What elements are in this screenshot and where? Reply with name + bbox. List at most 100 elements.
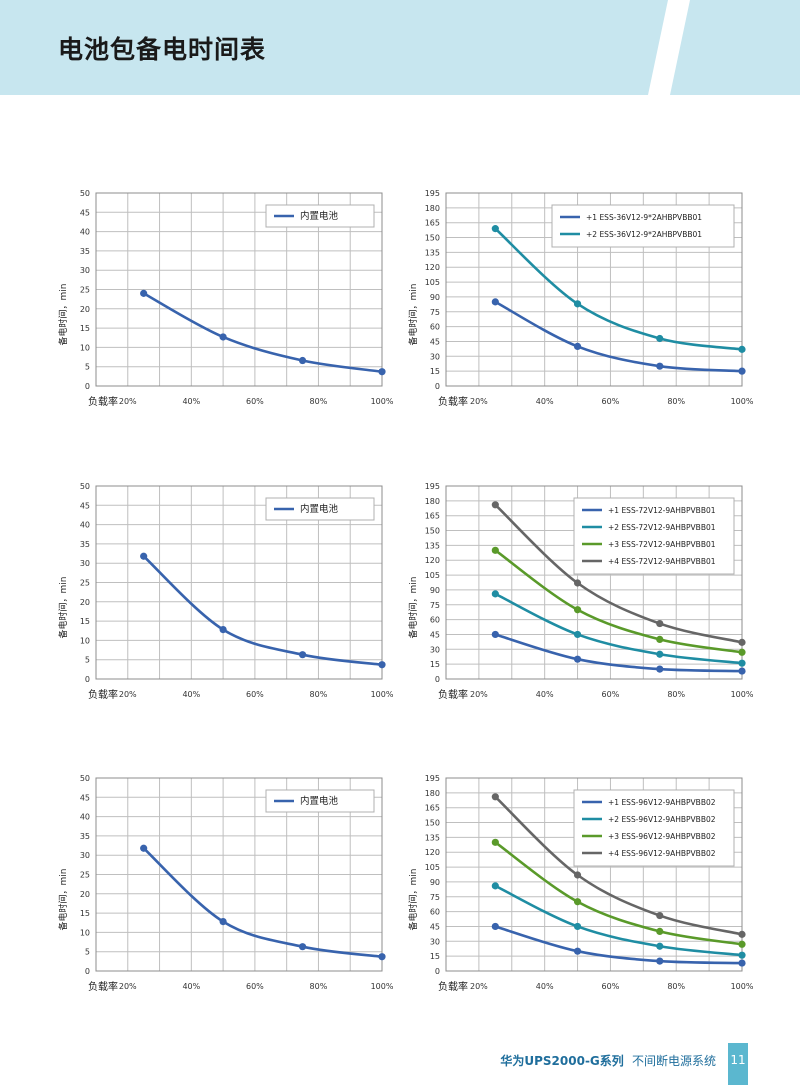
x-tick-label: 20% bbox=[470, 397, 488, 406]
data-point bbox=[656, 665, 664, 673]
y-tick-label: 0 bbox=[85, 382, 90, 391]
y-tick-label: 30 bbox=[430, 645, 440, 654]
y-tick-label: 75 bbox=[430, 601, 440, 610]
x-tick-label: 40% bbox=[182, 397, 200, 406]
x-tick-label: 100% bbox=[731, 397, 754, 406]
series-line bbox=[494, 503, 743, 644]
x-tick-label: 80% bbox=[667, 397, 685, 406]
plot-frame bbox=[95, 192, 383, 387]
y-tick-label: 45 bbox=[80, 501, 90, 510]
legend-label: 内置电池 bbox=[300, 503, 339, 515]
footer-subtitle: 不间断电源系统 bbox=[631, 1054, 716, 1068]
data-point bbox=[656, 635, 664, 644]
y-tick-label: 25 bbox=[80, 871, 90, 880]
series-line bbox=[494, 795, 743, 936]
series-line bbox=[142, 847, 383, 959]
y-tick-label: 15 bbox=[430, 367, 440, 376]
y-tick-label: 150 bbox=[425, 234, 440, 243]
y-tick-label: 10 bbox=[80, 343, 90, 352]
y-tick-label: 195 bbox=[425, 189, 440, 198]
data-point bbox=[491, 225, 499, 233]
series-line bbox=[494, 549, 743, 654]
data-point bbox=[656, 650, 664, 658]
y-tick-label: 35 bbox=[80, 832, 90, 841]
footer-brand-name: 华为UPS2000-G系列 bbox=[500, 1054, 624, 1068]
legend-box bbox=[265, 204, 375, 228]
x-axis-label: 负载率 bbox=[438, 395, 468, 408]
data-point bbox=[656, 362, 664, 370]
x-tick-label: 40% bbox=[182, 690, 200, 699]
y-tick-label: 35 bbox=[80, 540, 90, 549]
data-point bbox=[491, 298, 499, 306]
y-tick-label: 0 bbox=[435, 967, 440, 976]
plot-frame bbox=[445, 777, 743, 972]
data-point bbox=[219, 333, 227, 341]
chart-1: 0 15 30 45 60 75 90 105 120 135 150 165 180 195 20% 40%… bbox=[407, 189, 754, 408]
y-tick-label: 90 bbox=[430, 878, 440, 887]
y-tick-label: 15 bbox=[80, 324, 90, 333]
y-tick-label: 135 bbox=[425, 248, 440, 257]
data-point bbox=[573, 342, 582, 351]
data-point bbox=[378, 661, 386, 669]
legend-box bbox=[551, 204, 735, 248]
x-tick-label: 80% bbox=[667, 690, 685, 699]
y-tick-label: 5 bbox=[85, 948, 90, 957]
x-tick-label: 100% bbox=[371, 982, 394, 991]
data-point bbox=[573, 630, 582, 639]
y-tick-label: 105 bbox=[425, 278, 440, 287]
y-tick-label: 45 bbox=[430, 337, 440, 346]
y-tick-label: 60 bbox=[430, 616, 440, 625]
data-point bbox=[140, 844, 148, 852]
y-tick-label: 50 bbox=[80, 482, 90, 491]
y-tick-label: 120 bbox=[425, 556, 440, 565]
y-tick-label: 195 bbox=[425, 482, 440, 491]
series-line bbox=[494, 592, 743, 665]
x-tick-label: 20% bbox=[470, 690, 488, 699]
y-tick-label: 180 bbox=[425, 789, 440, 798]
data-point bbox=[738, 367, 746, 375]
data-point bbox=[298, 651, 307, 659]
data-point bbox=[738, 648, 746, 656]
x-tick-label: 40% bbox=[182, 982, 200, 991]
y-tick-label: 20 bbox=[80, 598, 90, 607]
legend-box bbox=[265, 497, 375, 521]
x-tick-label: 80% bbox=[310, 397, 328, 406]
y-tick-label: 120 bbox=[425, 848, 440, 857]
legend-label: 内置电池 bbox=[300, 210, 339, 222]
data-point bbox=[573, 947, 582, 955]
data-point bbox=[738, 659, 746, 667]
data-point bbox=[656, 957, 664, 965]
x-tick-label: 60% bbox=[246, 982, 264, 991]
y-tick-label: 90 bbox=[430, 293, 440, 302]
legend-box bbox=[265, 789, 375, 813]
x-tick-label: 20% bbox=[119, 982, 137, 991]
data-point bbox=[491, 882, 499, 890]
x-tick-label: 60% bbox=[602, 690, 620, 699]
x-axis-label: 负载率 bbox=[438, 688, 468, 701]
legend-label: +3 ESS-96V12-9AHBPVBB02 bbox=[608, 832, 716, 841]
y-tick-label: 30 bbox=[80, 851, 90, 860]
y-axis-label: 备电时间，min bbox=[407, 577, 419, 639]
y-tick-label: 10 bbox=[80, 636, 90, 645]
chart-3: 0 15 30 45 60 75 90 105 120 135 150 165 180 195 20% 40%… bbox=[407, 482, 754, 701]
chart-0: 0 5 10 15 20 25 30 35 40 45 50 20% 40% 60% 80% 100% 负载率 备… bbox=[57, 189, 394, 408]
x-tick-label: 20% bbox=[119, 397, 137, 406]
data-point bbox=[738, 959, 746, 967]
plot-frame bbox=[95, 485, 383, 680]
data-point bbox=[738, 940, 746, 948]
y-tick-label: 75 bbox=[430, 308, 440, 317]
data-point bbox=[491, 922, 499, 931]
legend-label: +2 ESS-72V12-9AHBPVBB01 bbox=[608, 523, 716, 532]
legend-label: +4 ESS-72V12-9AHBPVBB01 bbox=[608, 557, 716, 566]
x-tick-label: 80% bbox=[310, 982, 328, 991]
data-point bbox=[573, 579, 582, 587]
y-tick-label: 0 bbox=[435, 675, 440, 684]
data-point bbox=[656, 927, 664, 936]
y-tick-label: 15 bbox=[80, 617, 90, 626]
y-tick-label: 45 bbox=[430, 922, 440, 931]
y-tick-label: 150 bbox=[425, 819, 440, 828]
x-tick-label: 20% bbox=[470, 982, 488, 991]
series-line bbox=[494, 841, 743, 946]
y-tick-label: 150 bbox=[425, 527, 440, 536]
y-tick-label: 180 bbox=[425, 497, 440, 506]
